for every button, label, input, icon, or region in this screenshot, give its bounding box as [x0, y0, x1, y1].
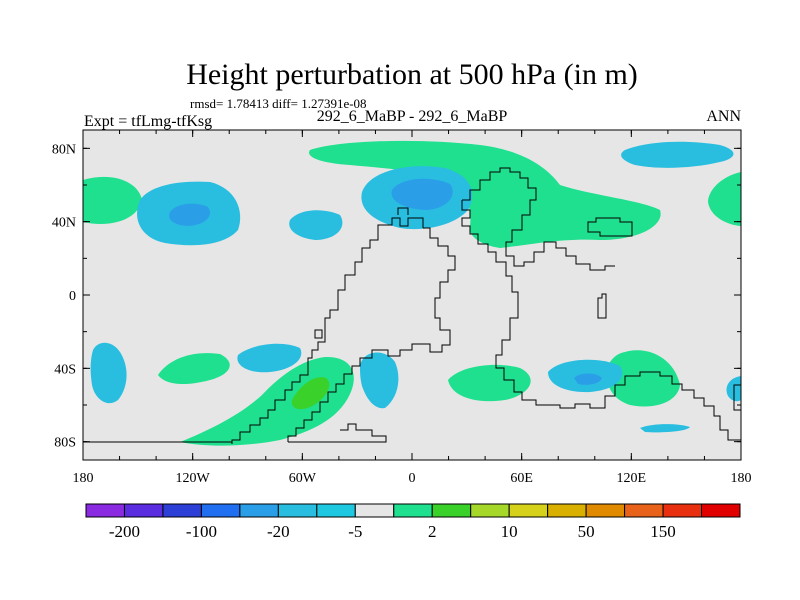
colorbar-label: 150: [650, 522, 676, 541]
colorbar-swatch: [701, 503, 741, 518]
coastline-antarctica: [83, 423, 387, 443]
contour-negative-arctic-pacific: [621, 141, 734, 168]
colorbar-swatch: [239, 503, 279, 518]
contour-positive-east-edge: [708, 172, 741, 226]
contour-positive-south-atlantic: [448, 364, 531, 402]
colorbar-swatch: [354, 503, 395, 518]
x-tick-label: 60W: [289, 471, 317, 486]
x-tick-label: 0: [409, 471, 416, 486]
x-tick-label: 180: [731, 471, 752, 486]
colorbar-swatch: [277, 503, 318, 518]
y-tick-label: 80N: [52, 142, 76, 157]
contour-negative-south-pacific: [90, 342, 127, 404]
contour-positive-north-band: [309, 140, 661, 248]
colorbar-swatch: [431, 503, 472, 518]
colorbar-swatch: [470, 503, 510, 518]
colorbar-label: -100: [186, 522, 217, 541]
coastline-small-island: [314, 329, 323, 339]
axes: 180 120W 60W 0 60E 120E 180 80N 40N 0 40S 80S: [52, 130, 752, 486]
y-tick-label: 40S: [54, 362, 76, 377]
contour-positive-south-america-core: [291, 377, 330, 410]
contour-positive-south-pacific: [158, 353, 230, 385]
contour-negative-indian-ocean-core: [574, 373, 602, 385]
coastline-east-margin: [733, 384, 741, 411]
coastline-asia-north: [462, 167, 615, 271]
coastlines: [83, 167, 741, 444]
colorbar-swatch: [200, 503, 241, 518]
contour-negative-south-america-east: [237, 343, 302, 373]
contour-positive-south-america: [180, 356, 354, 446]
colorbar-swatch: [85, 503, 125, 518]
coastline-central-block: [397, 207, 409, 215]
contour-fills: [83, 140, 741, 446]
colorbar-label: -20: [267, 522, 290, 541]
colorbar: -200 -100 -20 -5 2 10 50 150: [85, 503, 741, 541]
coastline-asia-block: [587, 217, 633, 237]
colorbar-label: -5: [348, 522, 362, 541]
colorbar-label: 10: [501, 522, 518, 541]
colorbar-swatch: [547, 503, 587, 518]
y-tick-label: 0: [69, 289, 76, 304]
colorbar-swatch: [123, 503, 164, 518]
colorbar-swatch: [624, 503, 664, 518]
colorbar-swatch: [508, 503, 549, 518]
coastline-america-west: [231, 217, 424, 444]
colorbar-label: 2: [428, 522, 437, 541]
colorbar-swatch: [393, 503, 433, 518]
colorbar-label: 50: [578, 522, 595, 541]
contour-negative-north-atlantic-core: [391, 178, 453, 210]
contour-negative-north-pacific-core: [169, 203, 210, 226]
contour-negative-south-atlantic: [360, 352, 399, 409]
x-tick-label: 180: [73, 471, 94, 486]
season-label: ANN: [706, 108, 741, 125]
contour-positive-west-edge: [83, 176, 142, 224]
experiment-label: Expt = tfLmg-tfKsg: [84, 113, 212, 130]
x-tick-label: 60E: [510, 471, 533, 486]
colorbar-swatch: [662, 503, 703, 518]
case-label: 292_6_MaBP - 292_6_MaBP: [317, 108, 508, 125]
chart-title: Height perturbation at 500 hPa (in m): [186, 58, 638, 91]
chart-subtitle: rmsd= 1.78413 diff= 1.27391e-08: [190, 96, 367, 111]
coastline-america-east: [287, 227, 456, 442]
x-tick-label: 120W: [176, 471, 211, 486]
contour-negative-southern-ocean: [640, 424, 690, 433]
x-tick-label: 120E: [617, 471, 647, 486]
contour-positive-indian-ocean: [607, 350, 680, 407]
contour-negative-west-atlantic: [289, 210, 343, 240]
y-tick-label: 80S: [54, 436, 76, 451]
coastline-island: [597, 293, 607, 319]
coastline-eurasia-africa: [461, 200, 741, 441]
colorbar-swatch: [162, 503, 202, 518]
colorbar-swatch: [316, 503, 356, 518]
colorbar-label: -200: [109, 522, 140, 541]
colorbar-swatch: [585, 503, 626, 518]
y-tick-label: 40N: [52, 216, 76, 231]
